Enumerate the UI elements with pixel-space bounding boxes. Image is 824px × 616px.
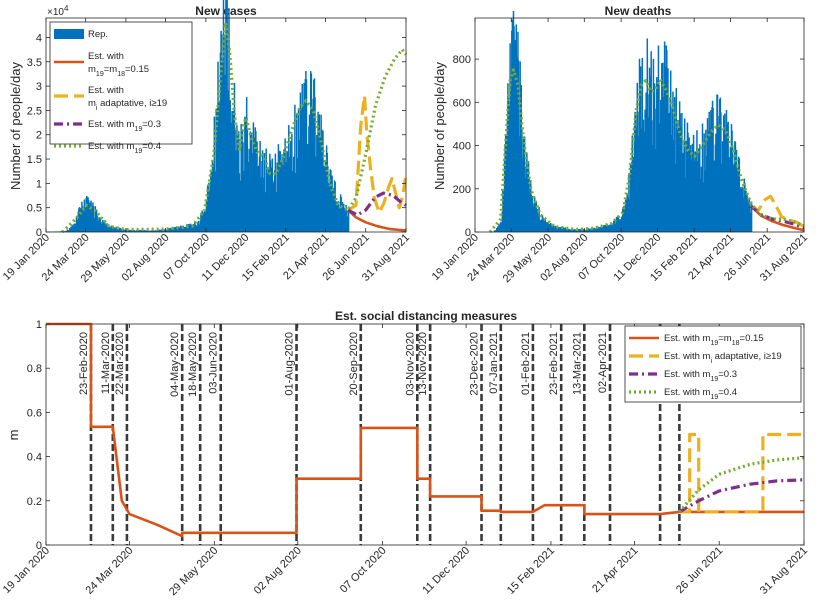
measures-measure-label: 23-Feb-2020	[78, 332, 90, 395]
cases-ytick-label: 2	[36, 130, 42, 142]
deaths-ylabel: Number of people/day	[432, 62, 447, 190]
deaths-ytick-label: 400	[453, 141, 471, 153]
cases-ytick-label: 0.5	[27, 203, 42, 215]
measures-measure-label: 07-Jan-2021	[488, 332, 500, 394]
measures-measure-label: 02-Apr-2021	[597, 332, 609, 393]
measures-ytick-label: 1	[36, 319, 42, 331]
cases-legend-label-part: =0.4	[142, 141, 161, 152]
cases-ytick-label: 1.5	[27, 154, 42, 166]
cases-legend-label-line2-part: adaptative, i≥19	[97, 98, 167, 109]
cases-legend-label-part: 19	[134, 148, 142, 155]
measures-measure-label: 23-Dec-2020	[469, 332, 481, 396]
measures-legend-label-part: adaptative, i≥19	[712, 351, 782, 362]
cases-ytick-label: 3.5	[27, 57, 42, 69]
measures-xtick-label: 07 Oct 2020	[338, 545, 389, 596]
cases-legend-label-part: 19	[134, 126, 142, 133]
cases-legend-label-part: Est. with	[88, 51, 124, 62]
cases-ytick-label: 1	[36, 178, 42, 190]
cases-legend-label-part: Est. with	[88, 85, 124, 96]
measures-measure-label: 13-Mar-2021	[571, 332, 583, 395]
cases-ytick-label: 2.5	[27, 105, 42, 117]
cases-ytick-label: 3	[36, 81, 42, 93]
measures-legend-label-part: Est. with m	[664, 369, 711, 380]
cases-legend-label-line2-part: =m	[104, 64, 118, 75]
cases-legend-label: Est. with	[88, 85, 124, 96]
measures-legend-label-part: Est. with m	[664, 351, 711, 362]
measures-xtick-label: 19 Jan 2020	[1, 545, 52, 596]
cases-legend-label-part: Est. with m	[88, 141, 135, 152]
measures-xtick-label: 24 Mar 2020	[83, 545, 135, 597]
cases-legend-label: Est. with	[88, 51, 124, 62]
measures-legend-label-part: 19	[710, 394, 718, 401]
measures-legend-label-part: =0.4	[718, 387, 737, 398]
measures-measure-label: 04-May-2020	[169, 332, 181, 397]
measures-ytick-label: 0.8	[27, 363, 42, 375]
cases-exponent-base: ×10	[47, 7, 64, 18]
measures-xtick-label: 31 Aug 2021	[758, 545, 810, 597]
new-deaths-title: New deaths	[605, 4, 672, 18]
measures-measure-label: 03-Nov-2020	[404, 332, 416, 396]
measures-xtick-label: 26 Jun 2021	[674, 545, 725, 596]
measures-measure-label: 03-Jun-2020	[208, 332, 220, 394]
measures-legend-label-part: 19	[710, 376, 718, 383]
measures-measure-label: 01-Aug-2020	[284, 332, 296, 396]
cases-legend-label-line2-part: 19	[96, 71, 104, 78]
cases-legend-label-part: =0.3	[142, 119, 161, 130]
measures-legend-label-part: =m	[718, 333, 732, 344]
measures-measure-label: 23-Feb-2021	[548, 332, 560, 395]
cases-legend-swatch	[54, 29, 84, 39]
measures-measure-label: 20-Sep-2020	[348, 332, 360, 396]
cases-exponent-label: ×104	[47, 4, 69, 18]
measures-ytick-label: 0.2	[27, 496, 42, 508]
deaths-ytick-label: 200	[453, 184, 471, 196]
measures-ylabel: m	[6, 430, 21, 441]
measures-legend-label-part: =0.15	[740, 333, 764, 344]
cases-legend-label: Rep.	[88, 29, 108, 40]
cases-legend-label-part: Est. with m	[88, 119, 135, 130]
deaths-ytick-label: 600	[453, 97, 471, 109]
measures-xtick-label: 21 Apr 2021	[590, 545, 640, 595]
measures-legend-label-part: 18	[732, 340, 740, 347]
measures-measure-label: 22-Mar-2020	[114, 332, 126, 395]
measures-measure-label: 11-Mar-2020	[100, 332, 112, 394]
measures-ytick-label: 0.4	[27, 452, 42, 464]
measures-ytick-label: 0.6	[27, 407, 42, 419]
measures-legend-label-part: 19	[710, 340, 718, 347]
measures-legend-label-part: =0.3	[718, 369, 737, 380]
cases-legend-label-part: Rep.	[88, 29, 108, 40]
measures-xtick-label: 29 May 2020	[167, 545, 220, 598]
social-distancing-title: Est. social distancing measures	[335, 309, 517, 323]
measures-legend-label-part: Est. with m	[664, 387, 711, 398]
measures-legend-label-part: Est. with m	[664, 333, 711, 344]
measures-xtick-label: 11 Dec 2020	[420, 545, 472, 597]
deaths-ytick-label: 800	[453, 54, 471, 66]
cases-legend-label-line2-part: m	[88, 64, 96, 75]
measures-measure-label: 13-Nov-2020	[417, 332, 429, 396]
cases-exponent-power: 4	[64, 4, 69, 13]
measures-xtick-label: 02 Aug 2020	[252, 545, 304, 597]
measures-measure-label: 01-Feb-2021	[520, 332, 532, 395]
cases-legend-label-line2-part: m	[88, 98, 96, 109]
cases-legend-label-line2-part: 18	[117, 71, 125, 78]
measures-xtick-label: 15 Feb 2021	[505, 545, 557, 597]
cases-ylabel: Number of people/day	[8, 62, 23, 190]
cases-legend-label-line2-part: =0.15	[125, 64, 149, 75]
cases-ytick-label: 4	[36, 32, 42, 44]
measures-measure-label: 18-May-2020	[187, 332, 199, 397]
